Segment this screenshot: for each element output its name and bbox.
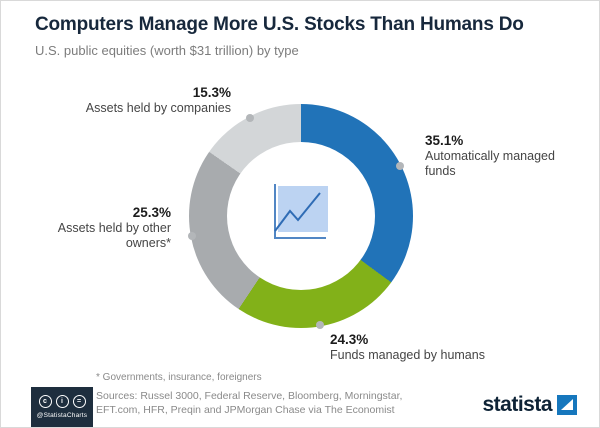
donut-chart — [187, 104, 413, 330]
segment-pct: 15.3% — [192, 85, 231, 100]
statista-logo[interactable]: statista — [482, 393, 577, 417]
line-chart-icon — [269, 183, 333, 250]
sources-text: Sources: Russel 3000, Federal Reserve, B… — [96, 390, 403, 416]
segment-name: Funds managed by humans — [330, 348, 485, 362]
chart-title: Computers Manage More U.S. Stocks Than H… — [35, 14, 524, 35]
statista-logo-icon — [557, 395, 577, 415]
segment-pct: 25.3% — [132, 205, 171, 220]
segment-name: Automatically managed funds — [425, 149, 555, 178]
segment-label-assets-held-by-other-owners: 25.3% Assets held by other owners* — [56, 204, 171, 251]
segment-pct: 35.1% — [425, 133, 464, 148]
cc-nd-icon: = — [72, 395, 86, 408]
segment-pct: 24.3% — [330, 332, 369, 347]
license-icons: c i = — [38, 395, 86, 408]
label-connector-dot — [316, 321, 325, 330]
cc-attribution-icon: i — [55, 395, 69, 408]
label-connector-dot — [396, 161, 405, 170]
statista-handle: @StatistaCharts — [36, 412, 88, 419]
segment-label-automatically-managed-funds: 35.1% Automatically managed funds — [425, 132, 575, 179]
label-connector-dot — [245, 113, 254, 122]
segment-name: Assets held by other owners* — [57, 221, 171, 250]
cc-license-icon: c — [38, 395, 52, 408]
chart-subtitle: U.S. public equities (worth $31 trillion… — [35, 43, 299, 58]
segment-label-funds-managed-by-humans: 24.3% Funds managed by humans — [330, 331, 550, 363]
statista-logo-text: statista — [482, 393, 552, 416]
footnote: * Governments, insurance, foreigners — [96, 372, 262, 383]
donut-hole — [227, 142, 375, 290]
statista-charts-badge[interactable]: c i = @StatistaCharts — [31, 387, 93, 427]
label-connector-dot — [187, 232, 196, 241]
segment-label-assets-held-by-companies: 15.3% Assets held by companies — [56, 84, 231, 116]
segment-name: Assets held by companies — [85, 101, 231, 115]
